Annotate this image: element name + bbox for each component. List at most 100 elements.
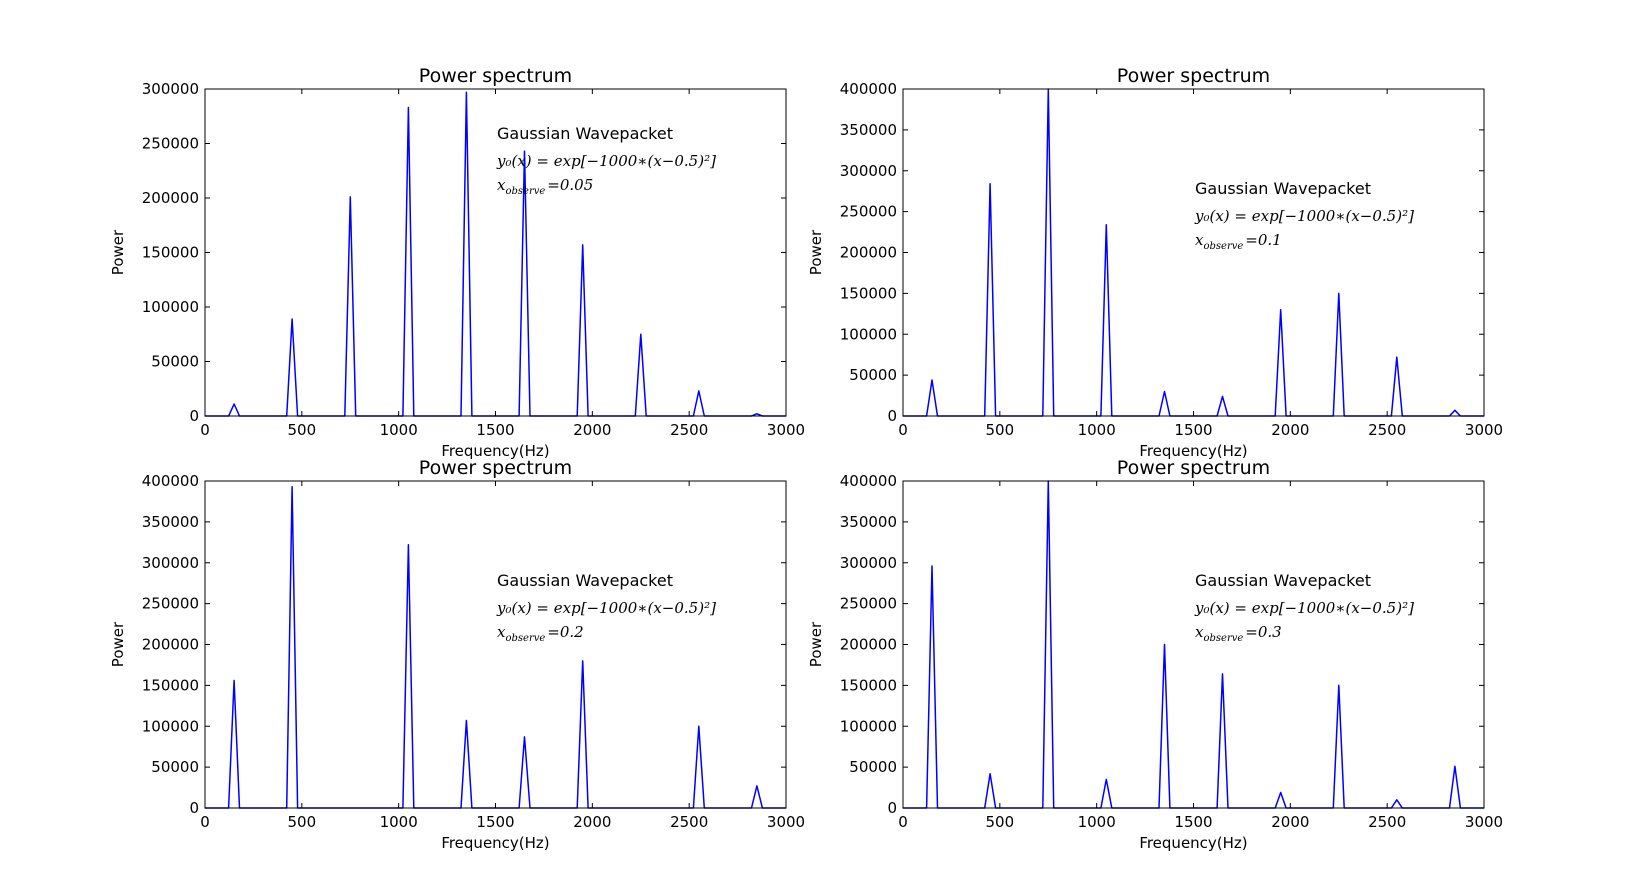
peak-point-1 xyxy=(931,565,933,567)
peak-point-8 xyxy=(640,333,642,335)
y-tick-label: 50000 xyxy=(151,353,199,371)
peak-point-7 xyxy=(582,244,584,246)
annotation-x-observe: xobserve =0.2 xyxy=(497,623,584,644)
x-tick-label: 1000 xyxy=(1078,813,1116,831)
plot-frame xyxy=(902,88,1485,417)
x-tick-label: 500 xyxy=(288,813,317,831)
x-observe-subscript: observe xyxy=(1203,633,1243,644)
peak-point-1 xyxy=(233,680,235,682)
y-axis-label: Power xyxy=(807,229,825,275)
x-observe-symbol: x xyxy=(1195,623,1204,641)
y-tick-label: 50000 xyxy=(151,758,199,776)
peak-point-5 xyxy=(1164,391,1166,393)
y-tick-label: 200000 xyxy=(142,636,199,654)
peak-point-5 xyxy=(466,91,468,93)
x-tick-label: 3000 xyxy=(767,813,805,831)
peak-point-7 xyxy=(582,660,584,662)
y-tick-label: 350000 xyxy=(840,121,897,139)
y-tick-label: 0 xyxy=(189,407,199,425)
peak-point-2 xyxy=(291,318,293,320)
x-observe-subscript: observe xyxy=(505,633,545,644)
x-tick-label: 1500 xyxy=(476,421,514,439)
y-tick-label: 250000 xyxy=(840,203,897,221)
x-axis-label: Frequency(Hz) xyxy=(1139,834,1247,852)
x-axis-label: Frequency(Hz) xyxy=(1139,442,1247,460)
peak-point-2 xyxy=(989,183,991,185)
x-observe-symbol: x xyxy=(497,176,506,194)
x-axis-label: Frequency(Hz) xyxy=(441,834,549,852)
annotation-title: Gaussian Wavepacket xyxy=(1195,179,1371,198)
annotation-x-observe: xobserve =0.3 xyxy=(1195,623,1282,644)
y-tick-label: 250000 xyxy=(142,135,199,153)
y-tick-label: 100000 xyxy=(142,298,199,316)
x-observe-symbol: x xyxy=(1195,231,1204,249)
y-tick-label: 0 xyxy=(189,799,199,817)
x-tick-label: 2000 xyxy=(573,813,611,831)
y-tick-label: 350000 xyxy=(142,513,199,531)
x-tick-label: 1500 xyxy=(476,813,514,831)
peak-point-9 xyxy=(698,390,700,392)
x-tick-label: 2500 xyxy=(1368,421,1406,439)
peak-point-5 xyxy=(1164,644,1166,646)
y-tick-label: 100000 xyxy=(142,717,199,735)
y-tick-label: 0 xyxy=(887,799,897,817)
power-series-line xyxy=(903,88,1484,417)
x-tick-label: 1000 xyxy=(380,813,418,831)
annotation-title: Gaussian Wavepacket xyxy=(1195,571,1371,590)
y-tick-label: 250000 xyxy=(840,595,897,613)
x-tick-label: 3000 xyxy=(767,421,805,439)
x-observe-value: =0.3 xyxy=(1245,623,1281,641)
peak-point-2 xyxy=(989,773,991,775)
annotation-formula: y₀(x) = exp[−1000∗(x−0.5)²] xyxy=(1194,599,1414,617)
y-tick-label: 200000 xyxy=(840,636,897,654)
peak-point-6 xyxy=(1222,673,1224,675)
peak-point-4 xyxy=(408,544,410,546)
power-series-line xyxy=(205,485,786,809)
annotation-x-observe: xobserve =0.05 xyxy=(497,176,593,197)
peak-point-4 xyxy=(1106,779,1108,781)
x-tick-label: 2500 xyxy=(670,421,708,439)
annotation-formula: y₀(x) = exp[−1000∗(x−0.5)²] xyxy=(496,599,716,617)
peak-point-1 xyxy=(233,403,235,405)
chart-title: Power spectrum xyxy=(419,65,572,87)
x-axis-label: Frequency(Hz) xyxy=(441,442,549,460)
x-tick-label: 500 xyxy=(986,813,1015,831)
peak-point-9 xyxy=(698,725,700,727)
x-tick-label: 3000 xyxy=(1465,421,1503,439)
peak-point-7 xyxy=(1280,792,1282,794)
annotation-x-observe: xobserve =0.1 xyxy=(1195,231,1282,252)
peak-point-10 xyxy=(1454,409,1456,411)
annotation: Gaussian Wavepacket y₀(x) = exp[−1000∗(x−… xyxy=(496,124,716,197)
y-axis-label: Power xyxy=(109,229,127,275)
y-tick-label: 150000 xyxy=(840,284,897,302)
plot-frame xyxy=(204,88,787,417)
power-spectrum-panel-3: Power spectrum Frequency(Hz) Power 0 500 1000… xyxy=(109,457,805,852)
power-spectrum-panel-4: Power spectrum Frequency(Hz) Power 0 500 1000… xyxy=(807,457,1503,852)
x-tick-label: 1500 xyxy=(1174,421,1212,439)
peak-point-6 xyxy=(524,736,526,738)
x-observe-value: =0.2 xyxy=(547,623,583,641)
peak-point-9 xyxy=(1396,799,1398,801)
peak-point-10 xyxy=(756,785,758,787)
y-tick-label: 300000 xyxy=(840,554,897,572)
plot-frame xyxy=(902,480,1485,809)
peak-point-8 xyxy=(1338,685,1340,687)
annotation-title: Gaussian Wavepacket xyxy=(497,124,673,143)
y-tick-label: 400000 xyxy=(840,80,897,98)
y-tick-label: 0 xyxy=(887,407,897,425)
y-tick-label: 150000 xyxy=(840,676,897,694)
annotation: Gaussian Wavepacket y₀(x) = exp[−1000∗(x−… xyxy=(1194,179,1414,252)
x-tick-label: 2000 xyxy=(573,421,611,439)
x-observe-value: =0.05 xyxy=(547,176,593,194)
y-tick-label: 350000 xyxy=(840,513,897,531)
x-tick-label: 3000 xyxy=(1465,813,1503,831)
x-observe-subscript: observe xyxy=(505,186,545,197)
x-tick-label: 500 xyxy=(986,421,1015,439)
peak-point-5 xyxy=(466,720,468,722)
x-tick-label: 0 xyxy=(200,813,210,831)
y-tick-label: 300000 xyxy=(142,80,199,98)
y-tick-label: 50000 xyxy=(849,758,897,776)
y-tick-label: 50000 xyxy=(849,366,897,384)
annotation-formula: y₀(x) = exp[−1000∗(x−0.5)²] xyxy=(496,152,716,170)
